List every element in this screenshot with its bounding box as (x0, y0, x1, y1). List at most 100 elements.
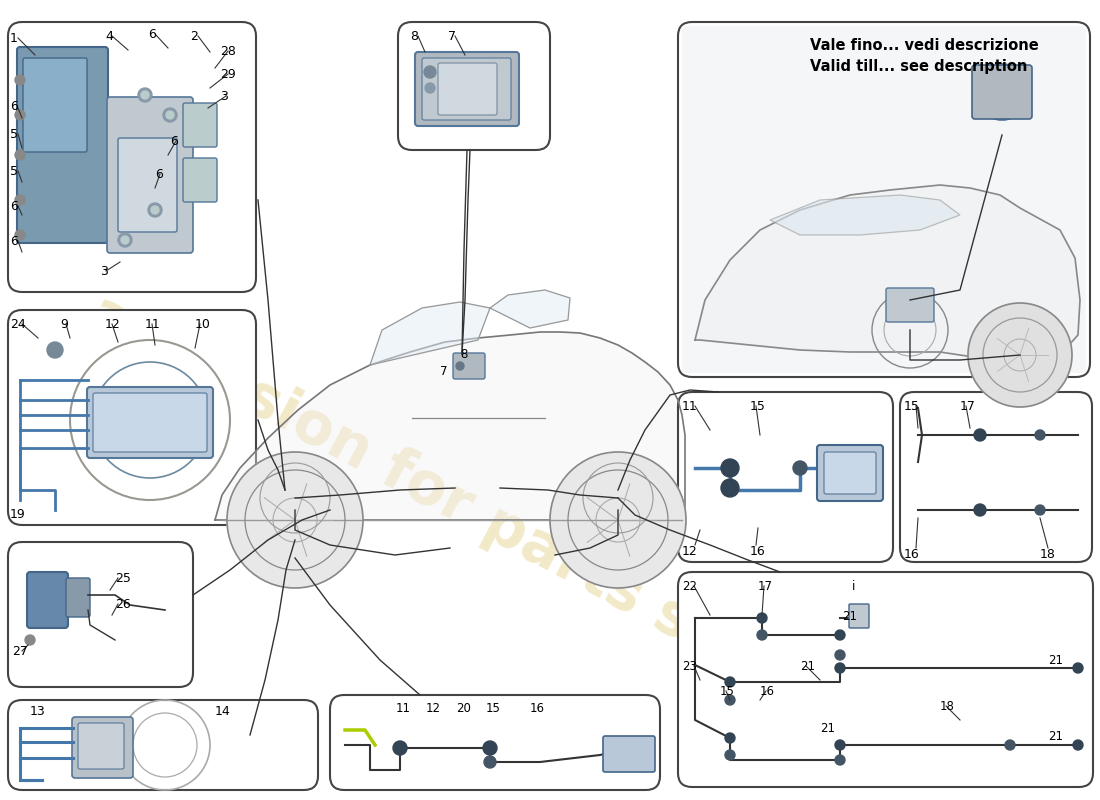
Text: 21: 21 (1048, 654, 1063, 667)
FancyBboxPatch shape (183, 158, 217, 202)
Text: 3: 3 (220, 90, 228, 103)
FancyBboxPatch shape (66, 578, 90, 617)
FancyBboxPatch shape (183, 103, 217, 147)
Text: 6: 6 (10, 235, 18, 248)
Circle shape (483, 741, 497, 755)
Circle shape (725, 677, 735, 687)
FancyBboxPatch shape (824, 452, 876, 494)
Text: 16: 16 (530, 702, 544, 715)
Text: 15: 15 (750, 400, 766, 413)
Circle shape (138, 88, 152, 102)
FancyBboxPatch shape (678, 22, 1090, 377)
Circle shape (793, 461, 807, 475)
FancyBboxPatch shape (678, 392, 893, 562)
Circle shape (393, 741, 407, 755)
Text: 17: 17 (960, 400, 976, 413)
FancyBboxPatch shape (87, 387, 213, 458)
Circle shape (118, 233, 132, 247)
Circle shape (1005, 740, 1015, 750)
Circle shape (15, 195, 25, 205)
FancyBboxPatch shape (849, 604, 869, 628)
Text: 5: 5 (10, 165, 18, 178)
Text: 11: 11 (682, 400, 697, 413)
Circle shape (15, 110, 25, 120)
Circle shape (166, 111, 174, 119)
FancyBboxPatch shape (682, 26, 1086, 373)
Circle shape (15, 150, 25, 160)
Text: 28: 28 (220, 45, 235, 58)
Circle shape (720, 459, 739, 477)
Text: 1: 1 (10, 32, 18, 45)
Polygon shape (214, 332, 685, 520)
Text: 24: 24 (10, 318, 25, 331)
FancyBboxPatch shape (94, 393, 207, 452)
Text: 8: 8 (410, 30, 418, 43)
Circle shape (835, 740, 845, 750)
Polygon shape (695, 185, 1080, 360)
Text: 26: 26 (116, 598, 131, 611)
Circle shape (424, 66, 436, 78)
Circle shape (1035, 430, 1045, 440)
Text: 19: 19 (10, 508, 25, 521)
Text: Vale fino... vedi descrizione
Valid till... see description: Vale fino... vedi descrizione Valid till… (810, 38, 1038, 74)
Text: 7: 7 (448, 30, 456, 43)
Text: 6: 6 (10, 200, 18, 213)
Circle shape (757, 630, 767, 640)
Circle shape (1072, 663, 1084, 673)
Text: 4: 4 (104, 30, 113, 43)
FancyBboxPatch shape (603, 736, 654, 772)
Circle shape (25, 635, 35, 645)
FancyBboxPatch shape (118, 138, 177, 232)
Circle shape (725, 750, 735, 760)
Text: 23: 23 (682, 660, 697, 673)
FancyBboxPatch shape (453, 353, 485, 379)
FancyBboxPatch shape (900, 392, 1092, 562)
Circle shape (121, 236, 129, 244)
Circle shape (720, 479, 739, 497)
Polygon shape (370, 302, 490, 365)
FancyBboxPatch shape (78, 723, 124, 769)
Text: 15: 15 (904, 400, 920, 413)
Text: 15: 15 (720, 685, 735, 698)
Circle shape (227, 452, 363, 588)
Circle shape (141, 91, 149, 99)
Circle shape (835, 650, 845, 660)
Text: 14: 14 (214, 705, 231, 718)
Text: 8: 8 (460, 348, 467, 361)
Polygon shape (490, 290, 570, 328)
Circle shape (484, 756, 496, 768)
FancyBboxPatch shape (8, 22, 256, 292)
Text: 10: 10 (195, 318, 211, 331)
Circle shape (15, 230, 25, 240)
Text: 18: 18 (1040, 548, 1056, 561)
Text: 5: 5 (10, 128, 18, 141)
Circle shape (725, 733, 735, 743)
FancyBboxPatch shape (8, 700, 318, 790)
Circle shape (974, 504, 986, 516)
Text: 11: 11 (396, 702, 411, 715)
Text: 20: 20 (456, 702, 471, 715)
Text: 15: 15 (486, 702, 500, 715)
Text: 21: 21 (820, 722, 835, 735)
FancyBboxPatch shape (415, 52, 519, 126)
FancyBboxPatch shape (28, 572, 68, 628)
Circle shape (15, 75, 25, 85)
Text: 21: 21 (1048, 730, 1063, 743)
Text: 7: 7 (440, 365, 448, 378)
Circle shape (456, 362, 464, 370)
Circle shape (1035, 505, 1045, 515)
FancyBboxPatch shape (107, 97, 192, 253)
Circle shape (425, 83, 435, 93)
Text: 6: 6 (10, 100, 18, 113)
Circle shape (968, 303, 1072, 407)
Circle shape (151, 206, 160, 214)
Circle shape (47, 342, 63, 358)
FancyBboxPatch shape (422, 58, 512, 120)
Circle shape (1072, 740, 1084, 750)
Text: 9: 9 (60, 318, 68, 331)
Text: 18: 18 (940, 700, 955, 713)
Text: 3: 3 (100, 265, 108, 278)
FancyBboxPatch shape (72, 717, 133, 778)
Circle shape (550, 452, 686, 588)
Circle shape (974, 64, 1030, 120)
